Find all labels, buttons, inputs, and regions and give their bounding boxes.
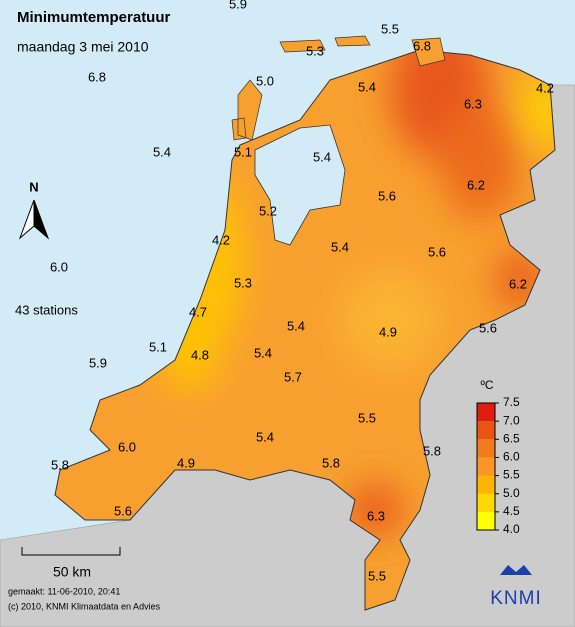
station-value: 5.3 xyxy=(306,43,324,58)
station-value: 5.4 xyxy=(313,149,331,164)
legend-swatch xyxy=(477,511,495,530)
subtitle: maandag 3 mei 2010 xyxy=(17,39,149,55)
station-count: 43 stations xyxy=(15,302,78,317)
station-value: 5.4 xyxy=(153,144,171,159)
legend-swatch xyxy=(477,421,495,440)
ijsselmeer xyxy=(254,124,346,246)
station-value: 4.9 xyxy=(177,455,195,470)
station-value: 5.4 xyxy=(358,79,376,94)
station-value: 5.9 xyxy=(229,0,247,11)
station-value: 5.8 xyxy=(322,455,340,470)
legend-tick-label: 6.5 xyxy=(503,431,520,445)
station-value: 5.4 xyxy=(287,318,305,333)
legend-tick-label: 7.0 xyxy=(503,413,520,427)
scale-label: 50 km xyxy=(53,564,91,580)
legend-frame xyxy=(476,402,496,531)
station-value: 5.5 xyxy=(381,21,399,36)
legend-tick-label: 7.5 xyxy=(503,395,520,409)
station-value: 6.8 xyxy=(88,69,106,84)
station-value: 6.0 xyxy=(118,439,136,454)
station-value: 5.6 xyxy=(479,320,497,335)
station-value: 5.8 xyxy=(51,457,69,472)
legend-swatch xyxy=(477,493,495,512)
station-value: 4.2 xyxy=(536,80,554,95)
station-value: 5.6 xyxy=(114,503,132,518)
station-value: 5.4 xyxy=(256,429,274,444)
legend-unit: ºC xyxy=(480,378,493,392)
logo-crown xyxy=(500,565,532,575)
station-value: 5.3 xyxy=(234,275,252,290)
station-value: 4.8 xyxy=(191,347,209,362)
station-value: 4.2 xyxy=(212,232,230,247)
logo: KNMI xyxy=(490,588,542,609)
footer-made: gemaakt: 11-06-2010, 20:41 xyxy=(8,586,120,596)
north-label: N xyxy=(29,179,38,194)
station-value: 5.1 xyxy=(234,144,252,159)
station-value: 5.2 xyxy=(259,203,277,218)
station-value: 6.0 xyxy=(50,259,68,274)
legend-swatch xyxy=(477,457,495,476)
station-value: 5.4 xyxy=(254,345,272,360)
scale-bar xyxy=(21,547,121,556)
station-value: 5.7 xyxy=(284,369,302,384)
footer-copyright: (c) 2010, KNMI Klimaatdata en Advies xyxy=(8,601,161,611)
legend-tick-label: 4.0 xyxy=(503,522,520,536)
station-value: 4.9 xyxy=(379,324,397,339)
station-value: 5.0 xyxy=(256,73,274,88)
station-value: 5.6 xyxy=(428,244,446,259)
station-value: 5.8 xyxy=(423,443,441,458)
station-value: 4.7 xyxy=(189,304,207,319)
station-value: 5.5 xyxy=(368,568,386,583)
station-value: 6.2 xyxy=(509,276,527,291)
station-value: 6.3 xyxy=(367,508,385,523)
legend-swatch xyxy=(477,403,495,422)
legend-tick-label: 5.0 xyxy=(503,486,520,500)
station-value: 5.4 xyxy=(331,239,349,254)
station-value: 6.3 xyxy=(464,96,482,111)
station-value: 6.2 xyxy=(467,177,485,192)
title: Minimumtemperatuur xyxy=(17,9,171,26)
legend-swatch xyxy=(477,439,495,458)
islands xyxy=(231,35,446,141)
legend-tick-label: 6.0 xyxy=(503,450,520,464)
legend-swatch xyxy=(477,475,495,494)
station-value: 5.9 xyxy=(89,355,107,370)
legend-tick-label: 4.5 xyxy=(503,504,520,518)
station-value: 5.5 xyxy=(358,410,376,425)
station-value: 6.8 xyxy=(413,38,431,53)
legend-tick-label: 5.5 xyxy=(503,468,520,482)
station-value: 5.6 xyxy=(378,188,396,203)
north-arrow xyxy=(33,199,50,240)
station-value: 5.1 xyxy=(149,339,167,354)
